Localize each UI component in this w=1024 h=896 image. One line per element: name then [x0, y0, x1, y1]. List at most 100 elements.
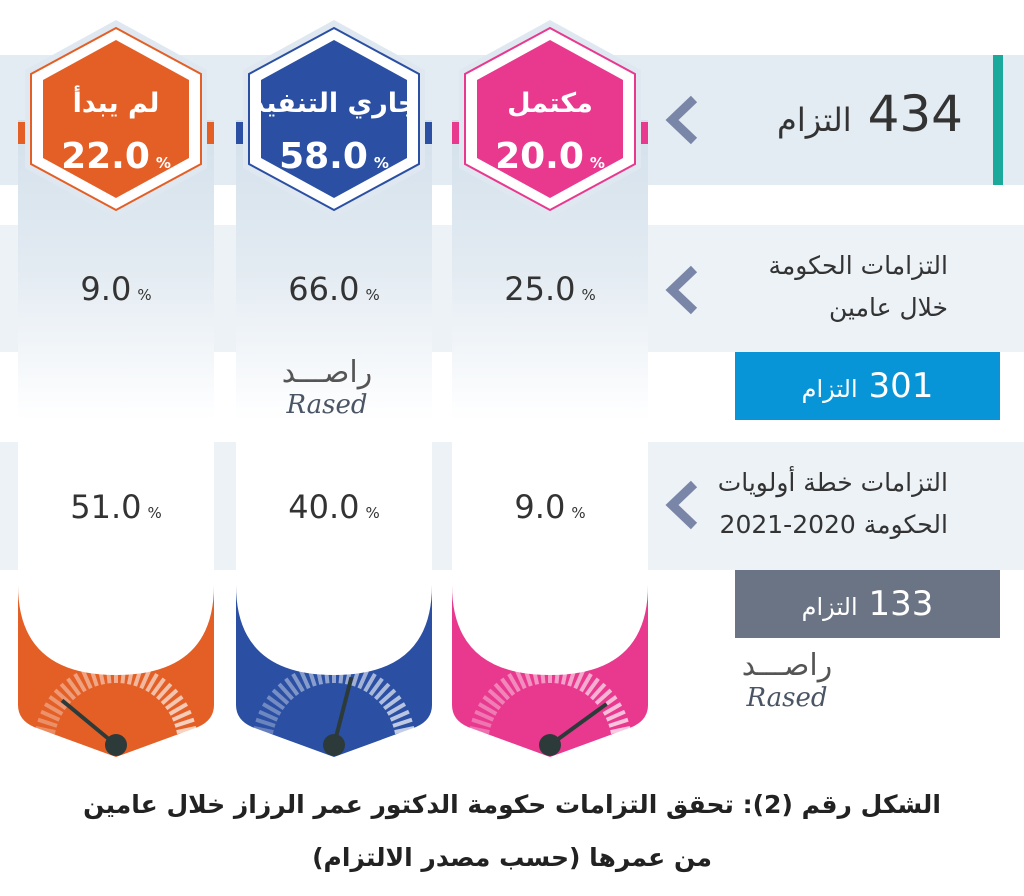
- gauge-tick: [589, 682, 607, 701]
- gauge: [18, 585, 214, 757]
- gauge-tick: [271, 688, 290, 706]
- gauge-tick: [392, 717, 413, 728]
- gov-count-box: 301 التزام: [735, 352, 1000, 420]
- gauge-tick: [554, 663, 561, 684]
- status-column: [452, 120, 648, 755]
- gov-percent: 9.0: [80, 270, 132, 308]
- gauge-tick: [306, 666, 317, 687]
- column-cap: [640, 122, 648, 144]
- gauge-tick: [471, 717, 492, 728]
- gauge-tick: [395, 734, 416, 741]
- gauge-tick: [567, 666, 578, 687]
- gauge-tick: [171, 709, 192, 722]
- gauge-tick: [53, 688, 72, 706]
- gauge-tick: [344, 664, 354, 685]
- gauge-tick: [560, 664, 570, 685]
- gauge-tick: [88, 666, 99, 687]
- gauge-tick: [386, 702, 407, 716]
- gauge-tick: [133, 666, 144, 687]
- gauge-tick: [105, 663, 112, 684]
- rased-logo: راصـــد Rased: [281, 355, 373, 420]
- status-column: [236, 120, 432, 755]
- gauge-needle: [548, 702, 608, 747]
- plan-percent: 9.0: [514, 488, 566, 526]
- gauge-base: [452, 585, 648, 757]
- gauge-tick: [594, 688, 613, 706]
- rased-logo: راصـــد Rased: [741, 648, 833, 713]
- summary-box: 434 التزام: [648, 55, 1003, 185]
- gauge-tick: [487, 688, 506, 706]
- gauge-tick: [530, 664, 540, 685]
- gauge-tick: [168, 702, 189, 716]
- plan-box: التزامات خطة أولويات الحكومة 2020-2021: [648, 442, 993, 570]
- gauge-tick: [43, 702, 64, 716]
- gauge-tick: [468, 734, 489, 741]
- gauge-tick: [96, 664, 106, 685]
- gauge-tick: [298, 669, 311, 690]
- gauge-tick: [573, 669, 586, 690]
- gauge-tick: [277, 682, 295, 701]
- gauge-tick: [584, 677, 600, 697]
- gauge-tick: [351, 666, 362, 687]
- plan-percent: 51.0: [70, 488, 142, 526]
- status-total-value: 20.0: [495, 136, 584, 177]
- gauge-tick: [176, 725, 197, 735]
- gauge-tick: [284, 677, 300, 697]
- gov-label-line1: التزامات الحكومة: [768, 251, 948, 280]
- gauge-tick: [382, 695, 402, 711]
- gauge-tick: [34, 734, 55, 741]
- status-label: جاري التنفيذ: [250, 88, 418, 119]
- gauge-tick: [500, 677, 516, 697]
- gauge-tick: [514, 669, 527, 690]
- gauge-tick: [579, 672, 593, 693]
- gauge-tick: [261, 702, 282, 716]
- gauge-hub: [105, 734, 127, 756]
- gauge-tick: [80, 669, 93, 690]
- gauge-tick: [363, 672, 377, 693]
- gauge-tick: [469, 725, 490, 735]
- gauge-tick: [522, 666, 533, 687]
- gauge-tick: [608, 717, 629, 728]
- caption-line-1: الشكل رقم (2): تحقق التزامات حكومة الدكت…: [83, 790, 941, 819]
- status-label: لم يبدأ: [72, 88, 160, 119]
- gov-box: التزامات الحكومة خلال عامين: [648, 225, 993, 352]
- gauge-tick: [48, 695, 68, 711]
- status-total-value: 22.0: [61, 136, 150, 177]
- gauge-tick: [338, 663, 345, 684]
- gauge-tick: [253, 725, 274, 735]
- teal-accent-bar: [993, 55, 1003, 185]
- gauge-tick: [368, 677, 384, 697]
- gauge-tick: [493, 682, 511, 701]
- gov-percent: 25.0: [504, 270, 576, 308]
- gauge-tick: [258, 709, 279, 722]
- status-hexagon: [459, 20, 641, 218]
- plan-label-line2: الحكومة 2020-2021: [719, 510, 948, 539]
- gauge-tick: [120, 663, 127, 684]
- status-column: [18, 120, 214, 755]
- gauge-tick: [373, 682, 391, 701]
- gauge-tick: [477, 702, 498, 716]
- gauge-hub: [539, 734, 561, 756]
- gauge-tick: [605, 709, 626, 722]
- gauge-tick: [252, 734, 273, 741]
- chevron-left-icon: [665, 265, 698, 315]
- summary-unit: التزام: [777, 101, 852, 139]
- gauge-tick: [126, 664, 136, 685]
- status-total-value: 58.0: [279, 136, 368, 177]
- gauge-base: [18, 585, 214, 757]
- gauge: [452, 585, 648, 757]
- gauge-tick: [150, 677, 166, 697]
- chevron-left-icon: [665, 480, 698, 530]
- gauge-needle: [60, 698, 118, 747]
- gauge-tick: [357, 669, 370, 690]
- status-hexagon: [25, 20, 207, 218]
- gauge-tick: [507, 672, 521, 693]
- gauge-tick: [155, 682, 173, 701]
- gauge-tick: [37, 717, 58, 728]
- gauge-tick: [266, 695, 286, 711]
- gauge-tick: [291, 672, 305, 693]
- plan-unit: التزام: [801, 593, 858, 621]
- gauge-tick: [59, 682, 77, 701]
- status-label: مكتمل: [507, 88, 593, 119]
- gauge-tick: [174, 717, 195, 728]
